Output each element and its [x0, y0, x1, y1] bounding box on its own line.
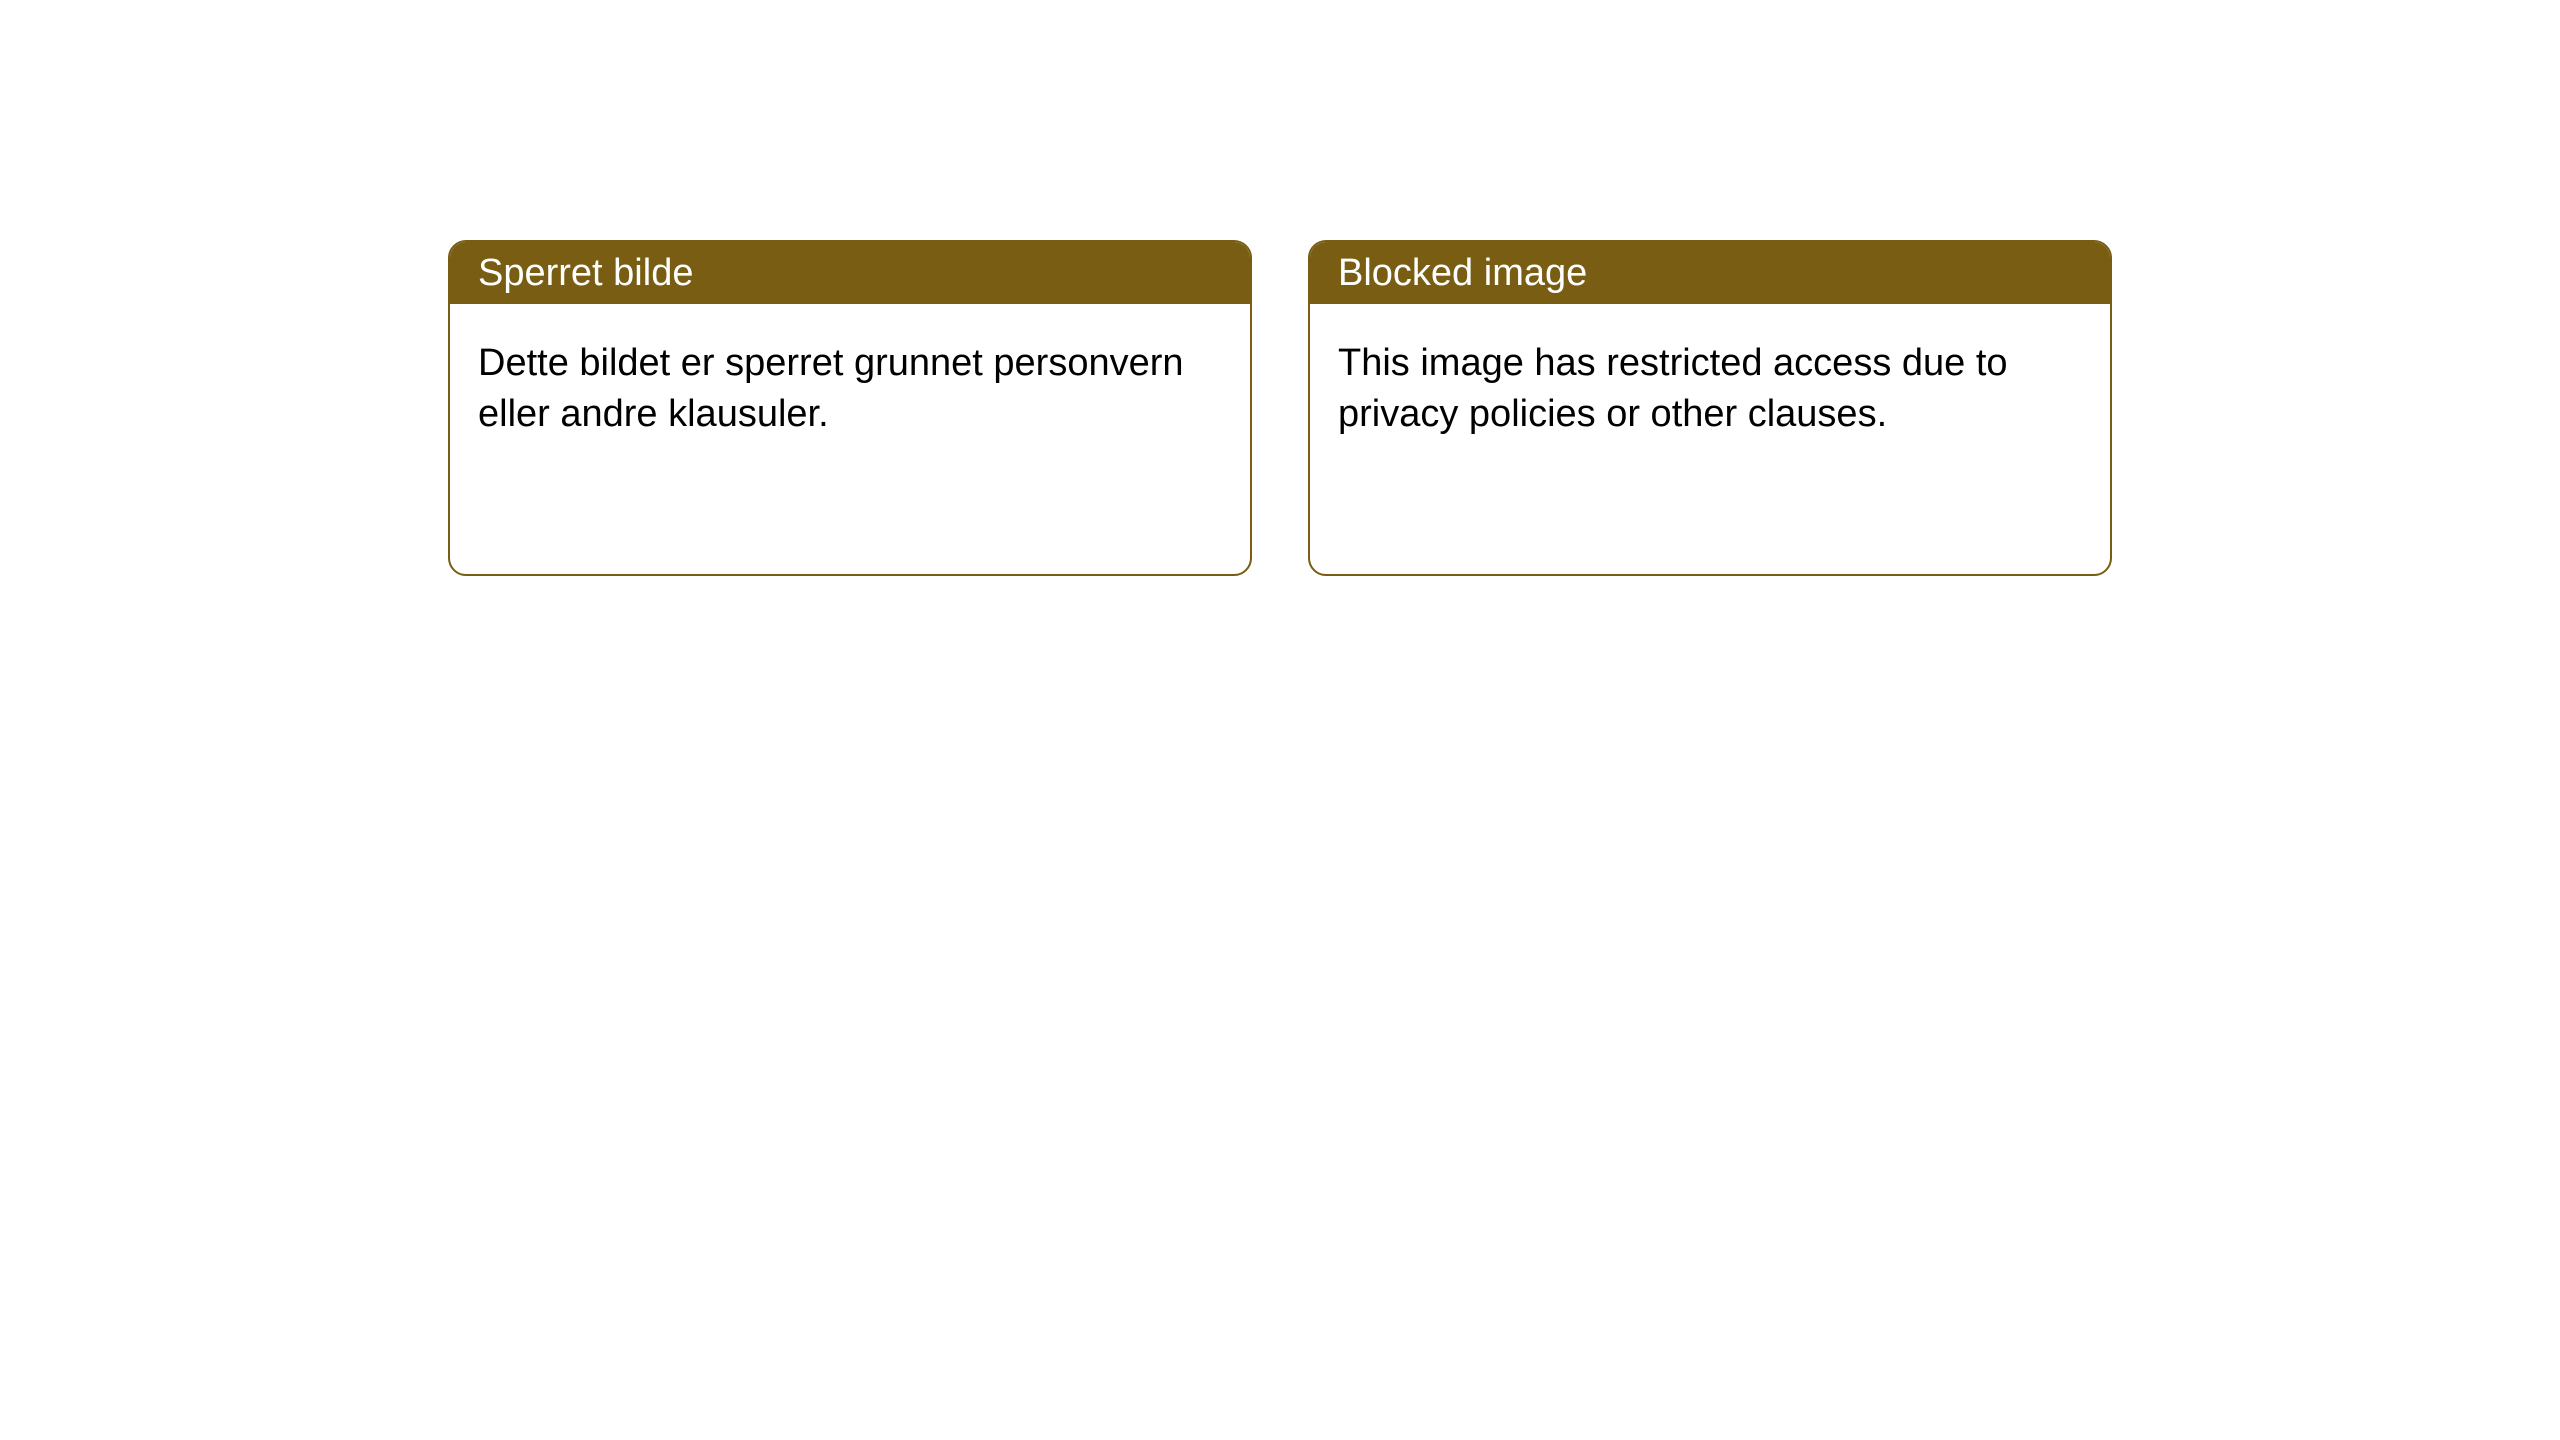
card-message: This image has restricted access due to … — [1338, 342, 2008, 435]
card-title: Blocked image — [1338, 252, 1587, 295]
notice-container: Sperret bilde Dette bildet er sperret gr… — [0, 0, 2560, 576]
notice-card-norwegian: Sperret bilde Dette bildet er sperret gr… — [448, 240, 1252, 576]
card-message: Dette bildet er sperret grunnet personve… — [478, 342, 1184, 435]
card-header: Blocked image — [1310, 242, 2110, 304]
card-body: This image has restricted access due to … — [1310, 304, 2110, 475]
card-title: Sperret bilde — [478, 252, 693, 295]
card-header: Sperret bilde — [450, 242, 1250, 304]
card-body: Dette bildet er sperret grunnet personve… — [450, 304, 1250, 475]
notice-card-english: Blocked image This image has restricted … — [1308, 240, 2112, 576]
